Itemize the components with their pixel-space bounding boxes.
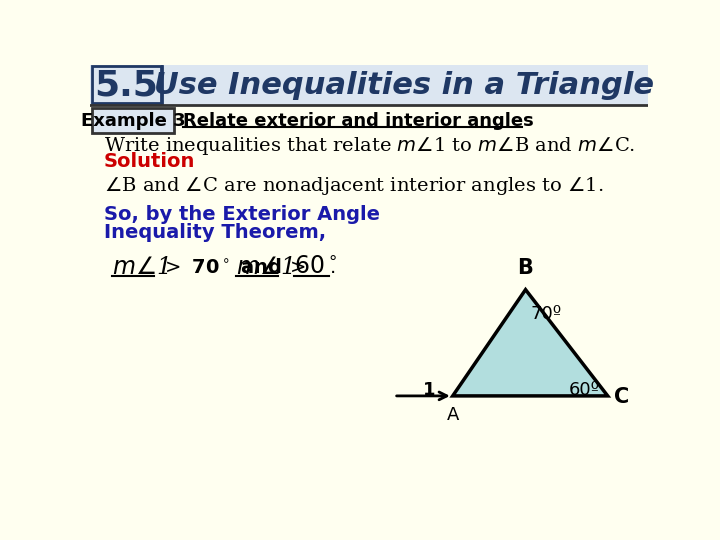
Text: .: . <box>330 258 336 277</box>
Text: Use Inequalities in a Triangle: Use Inequalities in a Triangle <box>154 71 654 100</box>
FancyBboxPatch shape <box>91 66 161 103</box>
Text: So, by the Exterior Angle: So, by the Exterior Angle <box>104 205 380 224</box>
Text: Relate exterior and interior angles: Relate exterior and interior angles <box>183 112 534 130</box>
Text: C: C <box>614 387 629 408</box>
Text: $m\angle$1: $m\angle$1 <box>235 256 292 279</box>
Text: Inequality Theorem,: Inequality Theorem, <box>104 223 326 242</box>
Text: 1: 1 <box>423 381 436 399</box>
Text: Solution: Solution <box>104 152 195 171</box>
Text: $m\angle$1: $m\angle$1 <box>112 256 168 279</box>
Text: B: B <box>518 258 534 278</box>
FancyBboxPatch shape <box>92 108 174 132</box>
FancyBboxPatch shape <box>90 65 648 105</box>
Text: 70º: 70º <box>530 305 562 323</box>
Text: $>$ 70$^\circ$ and: $>$ 70$^\circ$ and <box>154 258 282 277</box>
Text: $\angle$B and $\angle$C are nonadjacent interior angles to $\angle$1.: $\angle$B and $\angle$C are nonadjacent … <box>104 176 603 198</box>
Text: 60º: 60º <box>569 381 600 399</box>
Text: $>$: $>$ <box>279 258 306 277</box>
Text: Example 3: Example 3 <box>81 112 186 130</box>
Text: 5.5: 5.5 <box>94 69 158 103</box>
Text: $60^\circ$: $60^\circ$ <box>294 256 337 279</box>
Text: A: A <box>446 406 459 424</box>
Polygon shape <box>453 289 608 396</box>
Text: Write inequalities that relate $m\angle$1 to $m\angle$B and $m\angle$C.: Write inequalities that relate $m\angle$… <box>104 136 635 158</box>
